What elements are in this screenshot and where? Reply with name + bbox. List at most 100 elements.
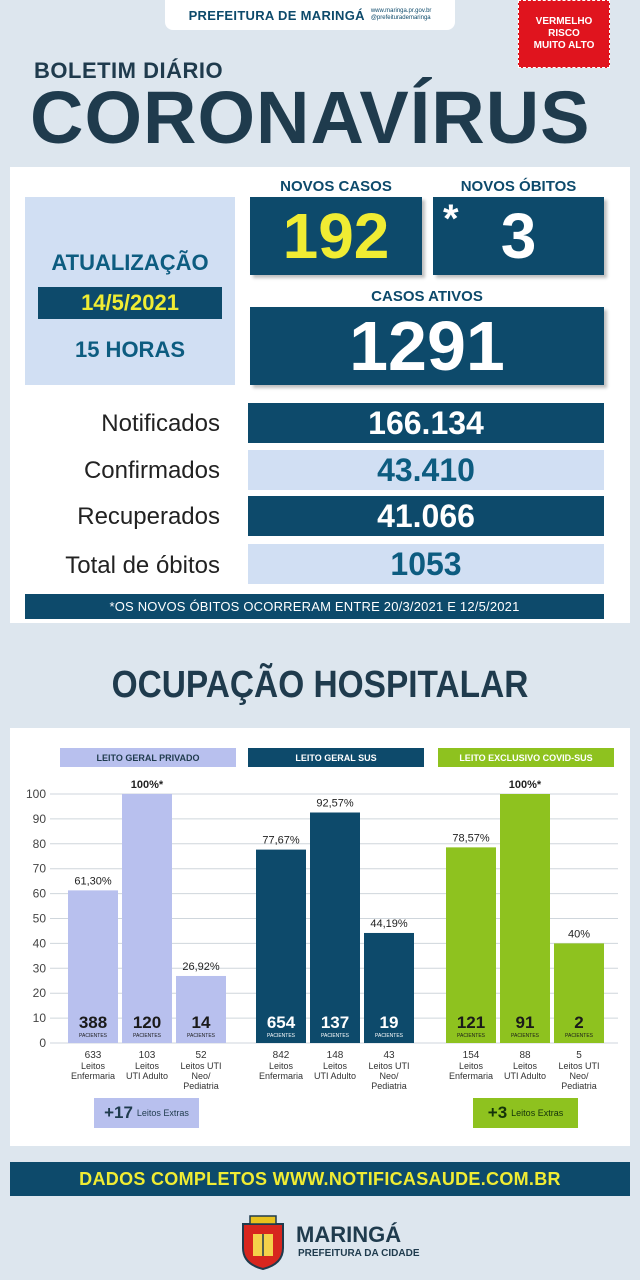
footer-data-link[interactable]: DADOS COMPLETOS WWW.NOTIFICASAUDE.COM.BR [10, 1162, 630, 1196]
hospital-title: OCUPAÇÃO HOSPITALAR [111, 664, 529, 706]
bar-patients-value: 19 [380, 1013, 399, 1032]
stat-value-confirmed: 43.410 [248, 450, 604, 490]
page-title: CORONAVÍRUS [30, 76, 591, 159]
bar-patients-unit: PACIENTES [511, 1033, 540, 1039]
bar [554, 943, 604, 1043]
stat-value-notified: 166.134 [248, 403, 604, 443]
group-header-label: LEITO GERAL PRIVADO [96, 753, 199, 763]
bar-beds-value: 5 [576, 1050, 582, 1061]
bar-beds-value: 43 [383, 1050, 395, 1061]
city-seal-icon [242, 1215, 284, 1270]
deaths-footnote: *OS NOVOS ÓBITOS OCORRERAM ENTRE 20/3/20… [25, 594, 604, 619]
bar-beds-label: Leitos [323, 1061, 348, 1071]
bar-pct-label: 44,19% [370, 918, 408, 930]
group-header [248, 748, 424, 767]
bar-pct-label: 100%* [509, 779, 542, 791]
bar-beds-label: Leitos UTI [558, 1061, 599, 1071]
social-handle: @prefeiturademaringa [370, 15, 431, 21]
y-tick-label: 70 [33, 862, 47, 876]
social-block: www.maringa.pr.gov.br @prefeiturademarin… [371, 8, 432, 22]
bar-patients-value: 121 [457, 1013, 485, 1032]
bar-pct-label: 92,57% [316, 798, 354, 810]
bar [176, 975, 226, 1043]
bar-beds-value: 88 [519, 1050, 531, 1061]
bar-beds-label: Neo/ [569, 1071, 589, 1081]
bar-patients-value: 2 [574, 1013, 583, 1032]
bar-beds-label: Leitos UTI [368, 1061, 409, 1071]
extra-beds-covid: +3 Leitos Extras [473, 1098, 578, 1128]
y-tick-label: 10 [33, 1011, 47, 1025]
bar-patients-unit: PACIENTES [565, 1033, 594, 1039]
update-date: 14/5/2021 [38, 287, 222, 319]
bar-patients-value: 654 [267, 1013, 296, 1032]
bar-patients-value: 388 [79, 1013, 107, 1032]
risk-line-3: MUITO ALTO [533, 40, 595, 51]
y-tick-label: 30 [33, 961, 47, 975]
bar-beds-label: Neo/ [191, 1071, 211, 1081]
y-tick-label: 80 [33, 837, 47, 851]
bar-pct-label: 40% [568, 928, 590, 940]
bar-patients-unit: PACIENTES [457, 1033, 486, 1039]
stat-value-deaths: 1053 [248, 544, 604, 584]
bar-beds-label: Pediatria [183, 1081, 219, 1091]
bar-beds-value: 154 [463, 1050, 480, 1061]
group-header-label: LEITO EXCLUSIVO COVID-SUS [459, 753, 592, 763]
bar-beds-label: Neo/ [379, 1071, 399, 1081]
bar-beds-label: Leitos UTI [180, 1061, 221, 1071]
site-url[interactable]: www.maringa.pr.gov.br [370, 8, 432, 14]
new-deaths-box: * 3 [433, 197, 604, 275]
extra-beds-private-num: +17 [104, 1103, 133, 1122]
bar [256, 849, 306, 1043]
risk-line-2: RISCO [548, 28, 580, 39]
bulletin-kicker: BOLETIM DIÁRIO [34, 58, 224, 83]
group-header [438, 748, 614, 767]
bar-patients-unit: PACIENTES [321, 1033, 350, 1039]
y-tick-label: 60 [33, 887, 47, 901]
bar-patients-value: 120 [133, 1013, 161, 1032]
new-deaths-value: 3 [500, 200, 537, 272]
bar [446, 847, 496, 1043]
stat-value-recovered: 41.066 [248, 496, 604, 536]
active-cases-value: 1291 [349, 307, 505, 385]
bar-patients-unit: PACIENTES [79, 1033, 108, 1039]
risk-line-1: VERMELHO [535, 16, 593, 27]
logo-name: MARINGÁ [296, 1222, 402, 1247]
bar-beds-label: Leitos [81, 1061, 106, 1071]
group-header [60, 748, 236, 767]
bar-beds-label: Leitos [135, 1061, 160, 1071]
bar-patients-unit: PACIENTES [267, 1033, 296, 1039]
bar-beds-value: 148 [327, 1050, 344, 1061]
bar-beds-value: 52 [195, 1050, 207, 1061]
y-tick-label: 0 [39, 1036, 46, 1050]
update-time: 15 HORAS [74, 337, 186, 362]
bar-beds-label: UTI Adulto [126, 1071, 168, 1081]
bar-pct-label: 100%* [131, 779, 164, 791]
bar [310, 812, 360, 1043]
bar [122, 794, 172, 1043]
update-label: ATUALIZAÇÃO [51, 250, 209, 275]
bar-beds-label: UTI Adulto [504, 1071, 546, 1081]
stat-label-deaths: Total de óbitos [65, 552, 220, 579]
bar-beds-label: UTI Adulto [314, 1071, 356, 1081]
bar-beds-label: Enfermaria [449, 1071, 493, 1081]
bar-beds-label: Leitos [459, 1061, 484, 1071]
bar-beds-value: 633 [85, 1050, 102, 1061]
y-tick-label: 100 [26, 787, 46, 801]
bar-pct-label: 78,57% [452, 832, 490, 844]
new-cases-box: 192 [250, 197, 422, 275]
risk-badge: VERMELHO RISCO MUITO ALTO [518, 0, 610, 68]
bar-beds-label: Leitos [513, 1061, 538, 1071]
bar-pct-label: 77,67% [262, 835, 300, 847]
bar [500, 794, 550, 1043]
y-tick-label: 40 [33, 936, 47, 950]
bar-beds-value: 842 [273, 1050, 290, 1061]
new-cases-label: NOVOS CASOS [280, 178, 392, 195]
stat-label-confirmed: Confirmados [83, 457, 220, 484]
y-tick-label: 50 [33, 912, 47, 926]
stat-label-recovered: Recuperados [77, 503, 220, 530]
new-deaths-label: NOVOS ÓBITOS [460, 178, 577, 195]
org-name: PREFEITURA DE MARINGÁ [188, 7, 365, 23]
group-header-label: LEITO GERAL SUS [295, 753, 376, 763]
bar-beds-label: Enfermaria [259, 1071, 303, 1081]
bar-patients-value: 137 [321, 1013, 349, 1032]
